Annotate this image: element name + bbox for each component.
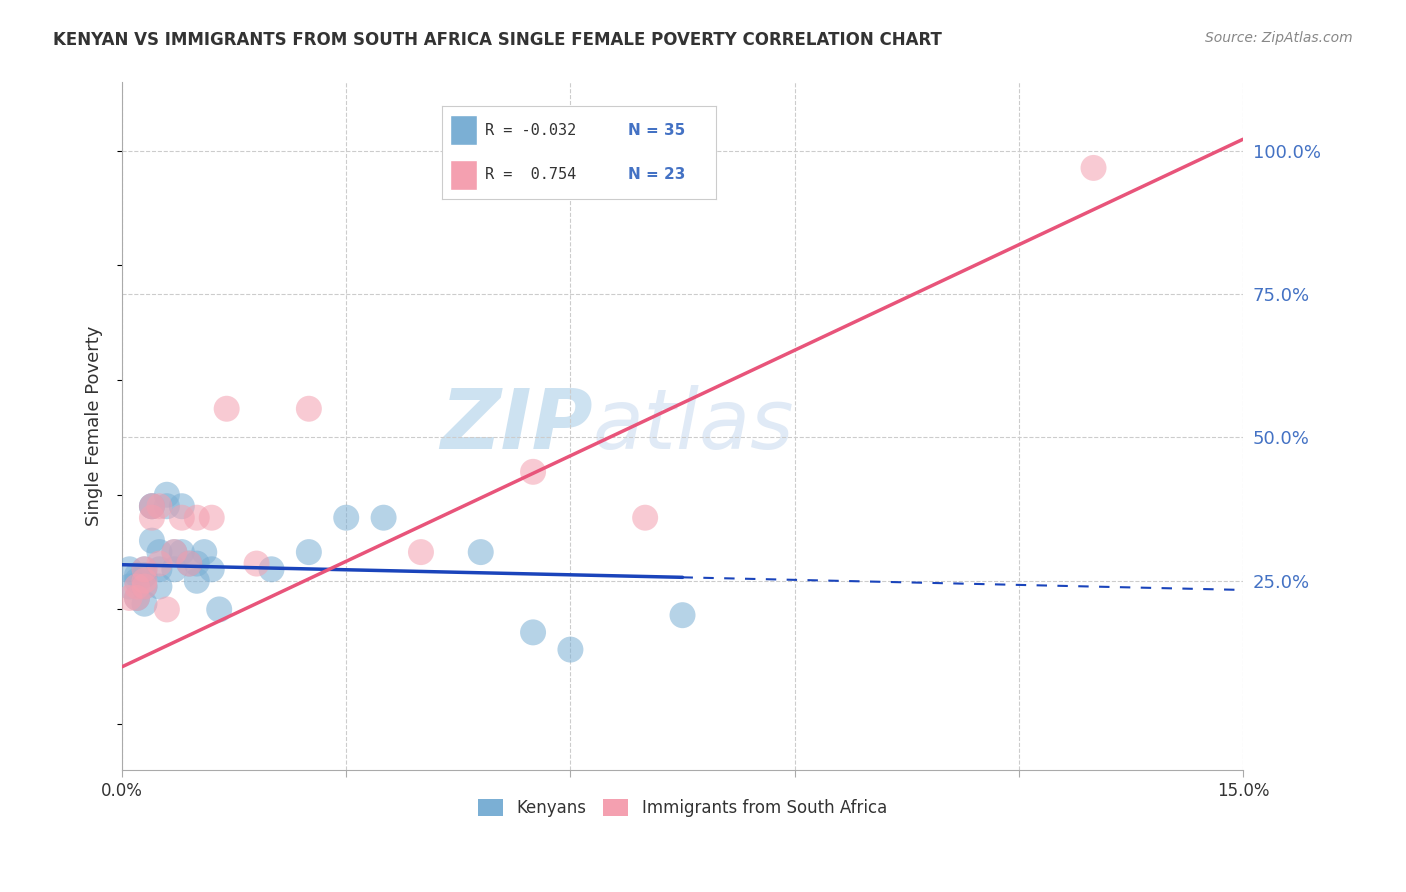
Point xyxy=(260,562,283,576)
Text: atlas: atlas xyxy=(593,385,794,467)
Point xyxy=(163,562,186,576)
Point xyxy=(141,533,163,548)
Point xyxy=(1083,161,1105,175)
Point xyxy=(335,510,357,524)
Point xyxy=(470,545,492,559)
Point xyxy=(148,545,170,559)
Point xyxy=(156,488,179,502)
Point xyxy=(148,557,170,571)
Point xyxy=(186,510,208,524)
Point xyxy=(373,510,395,524)
Point xyxy=(201,510,224,524)
Point xyxy=(179,557,201,571)
Point xyxy=(170,545,193,559)
Point xyxy=(560,642,582,657)
Point xyxy=(170,500,193,514)
Point xyxy=(208,602,231,616)
Point xyxy=(148,500,170,514)
Point xyxy=(134,574,156,588)
Point xyxy=(134,580,156,594)
Point xyxy=(156,602,179,616)
Text: ZIP: ZIP xyxy=(440,385,593,467)
Point xyxy=(409,545,432,559)
Point xyxy=(193,545,215,559)
Point xyxy=(141,500,163,514)
Point xyxy=(156,500,179,514)
Point xyxy=(186,557,208,571)
Point xyxy=(671,608,693,623)
Point xyxy=(522,625,544,640)
Point xyxy=(118,591,141,605)
Point xyxy=(141,500,163,514)
Text: Source: ZipAtlas.com: Source: ZipAtlas.com xyxy=(1205,31,1353,45)
Point xyxy=(522,465,544,479)
Point xyxy=(118,562,141,576)
Point xyxy=(298,545,321,559)
Point xyxy=(125,568,148,582)
Point xyxy=(634,510,657,524)
Point xyxy=(134,562,156,576)
Point xyxy=(134,597,156,611)
Legend: Kenyans, Immigrants from South Africa: Kenyans, Immigrants from South Africa xyxy=(471,792,893,823)
Y-axis label: Single Female Poverty: Single Female Poverty xyxy=(86,326,103,526)
Point xyxy=(118,580,141,594)
Point xyxy=(125,574,148,588)
Point xyxy=(163,545,186,559)
Point xyxy=(134,568,156,582)
Point xyxy=(125,591,148,605)
Point xyxy=(125,591,148,605)
Point xyxy=(201,562,224,576)
Point xyxy=(125,580,148,594)
Point xyxy=(163,545,186,559)
Point xyxy=(134,562,156,576)
Point xyxy=(170,510,193,524)
Point xyxy=(141,500,163,514)
Point xyxy=(148,562,170,576)
Point xyxy=(141,510,163,524)
Point xyxy=(179,557,201,571)
Point xyxy=(134,580,156,594)
Text: KENYAN VS IMMIGRANTS FROM SOUTH AFRICA SINGLE FEMALE POVERTY CORRELATION CHART: KENYAN VS IMMIGRANTS FROM SOUTH AFRICA S… xyxy=(53,31,942,49)
Point xyxy=(298,401,321,416)
Point xyxy=(215,401,238,416)
Point xyxy=(245,557,267,571)
Point xyxy=(148,580,170,594)
Point xyxy=(186,574,208,588)
